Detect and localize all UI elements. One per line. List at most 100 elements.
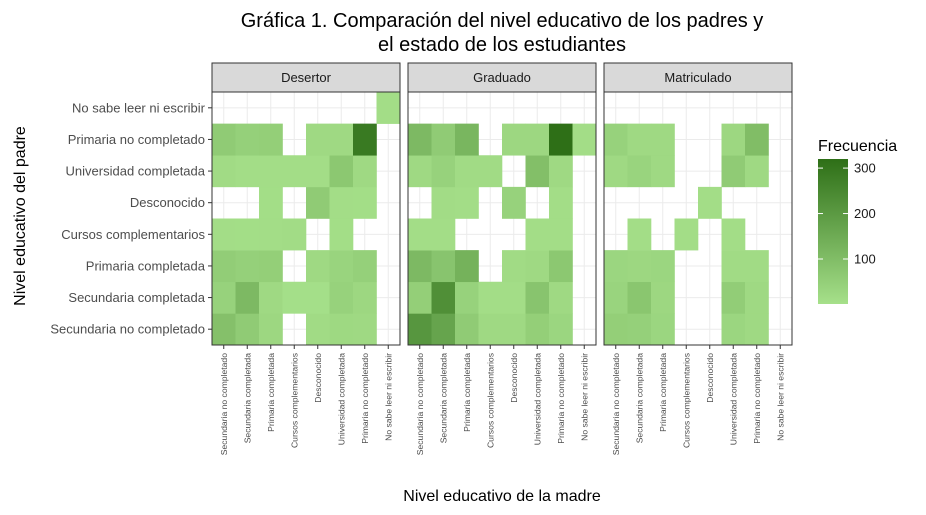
chart-title-line-1: Gráfica 1. Comparación del nivel educati… <box>241 10 764 32</box>
facet-strip <box>603 62 793 93</box>
heatmap-tiles <box>212 92 401 346</box>
legend-colorbar <box>818 159 848 304</box>
heatmap-tile <box>431 155 456 188</box>
heatmap-tile <box>259 313 283 346</box>
heatmap-tile <box>549 281 573 314</box>
x-axis-label: Nivel educativo de la madre <box>403 488 601 505</box>
x-tick-label: Cursos complementarios <box>681 353 691 448</box>
heatmap-tile <box>408 155 432 188</box>
heatmap-tile <box>627 281 652 314</box>
heatmap-tile <box>478 155 503 188</box>
y-tick-label: No sabe leer ni escribir <box>72 100 206 115</box>
heatmap-tile <box>525 250 550 283</box>
x-tick-label: Cursos complementarios <box>289 353 299 448</box>
heatmap-tile <box>306 123 330 156</box>
heatmap-tile <box>549 218 573 251</box>
heatmap-tile <box>745 281 769 314</box>
heatmap-tile <box>306 186 330 219</box>
x-tick-label: Universidad completada <box>336 353 346 445</box>
heatmap-tile <box>455 250 479 283</box>
heatmap-tile <box>721 218 746 251</box>
x-tick-label: No sabe leer ni escribir <box>579 353 589 441</box>
x-tick-label: Cursos complementarios <box>485 353 495 448</box>
heatmap-tiles <box>408 123 597 346</box>
heatmap-tile <box>455 123 479 156</box>
heatmap-tile <box>651 155 675 188</box>
heatmap-tile <box>525 155 550 188</box>
facet-strip-label: Graduado <box>473 70 531 85</box>
facet-panel-graduado: Graduado <box>407 62 597 346</box>
x-tick-label: Secundaria completada <box>634 353 644 444</box>
heatmap-tile <box>455 186 479 219</box>
heatmap-tile <box>502 123 526 156</box>
heatmap-tile <box>329 313 354 346</box>
y-axis-tick-labels: Secundaria no completado Secundaria compl… <box>50 100 212 337</box>
heatmap-tile <box>721 281 746 314</box>
heatmap-tile <box>235 313 260 346</box>
heatmap-tile <box>502 250 526 283</box>
heatmap-tile <box>259 281 283 314</box>
heatmap-tile <box>455 155 479 188</box>
heatmap-tile <box>627 250 652 283</box>
heatmap-tile <box>502 313 526 346</box>
heatmap-tile <box>431 123 456 156</box>
heatmap-tile <box>721 313 746 346</box>
x-tick-label: Primaria completada <box>462 353 472 432</box>
heatmap-tile <box>478 281 503 314</box>
heatmap-tile <box>721 155 746 188</box>
heatmap-tile <box>627 155 652 188</box>
heatmap-tile <box>604 123 628 156</box>
heatmap-tile <box>212 313 236 346</box>
heatmap-tile <box>431 281 456 314</box>
y-tick-label: Primaria no completado <box>68 132 205 147</box>
heatmap-tile <box>698 186 722 219</box>
chart-title-line-2: el estado de los estudiantes <box>378 34 626 56</box>
heatmap-tile <box>408 123 432 156</box>
heatmap-tile <box>549 123 573 156</box>
heatmap-tile <box>549 250 573 283</box>
heatmap-tile <box>329 155 354 188</box>
heatmap-tile <box>549 186 573 219</box>
heatmap-tile <box>306 155 330 188</box>
heatmap-tile <box>674 218 699 251</box>
heatmap-tile <box>502 281 526 314</box>
heatmap-tile <box>502 186 526 219</box>
heatmap-tile <box>651 281 675 314</box>
legend-tick-label: 200 <box>854 206 876 221</box>
heatmap-tile <box>259 186 283 219</box>
x-tick-label: No sabe leer ni escribir <box>775 353 785 441</box>
heatmap-tile <box>408 250 432 283</box>
heatmap-tile <box>651 250 675 283</box>
heatmap-tile <box>353 186 377 219</box>
heatmap-tile <box>212 281 236 314</box>
heatmap-tile <box>745 155 769 188</box>
heatmap-tile <box>651 123 675 156</box>
y-tick-label: Secundaria no completado <box>50 322 205 337</box>
x-tick-label: Secundaria no completado <box>415 353 425 455</box>
heatmap-tile <box>604 281 628 314</box>
heatmap-tile <box>282 155 307 188</box>
heatmap-tile <box>329 186 354 219</box>
x-tick-label: Primaria completada <box>266 353 276 432</box>
heatmap-tile <box>627 218 652 251</box>
heatmap-tile <box>306 313 330 346</box>
heatmap-tile <box>478 313 503 346</box>
x-tick-label: Primaria no completado <box>752 353 762 444</box>
heatmap-tile <box>329 123 354 156</box>
heatmap-tile <box>235 281 260 314</box>
heatmap-tile <box>306 250 330 283</box>
x-tick-label: Desconocido <box>509 353 519 403</box>
heatmap-tile <box>549 313 573 346</box>
x-axis-tick-labels: Secundaria no completado Secundaria compl… <box>219 345 785 455</box>
legend-tick-label: 300 <box>854 161 876 176</box>
x-tick-label: Universidad completada <box>728 353 738 445</box>
heatmap-tile <box>408 313 432 346</box>
heatmap-tile <box>745 123 769 156</box>
heatmap-tile <box>525 123 550 156</box>
heatmap-tile <box>431 186 456 219</box>
heatmap-tile <box>353 281 377 314</box>
heatmap-tile <box>212 218 236 251</box>
heatmap-tile <box>745 250 769 283</box>
facet-panel-matriculado: Matriculado <box>603 62 793 346</box>
